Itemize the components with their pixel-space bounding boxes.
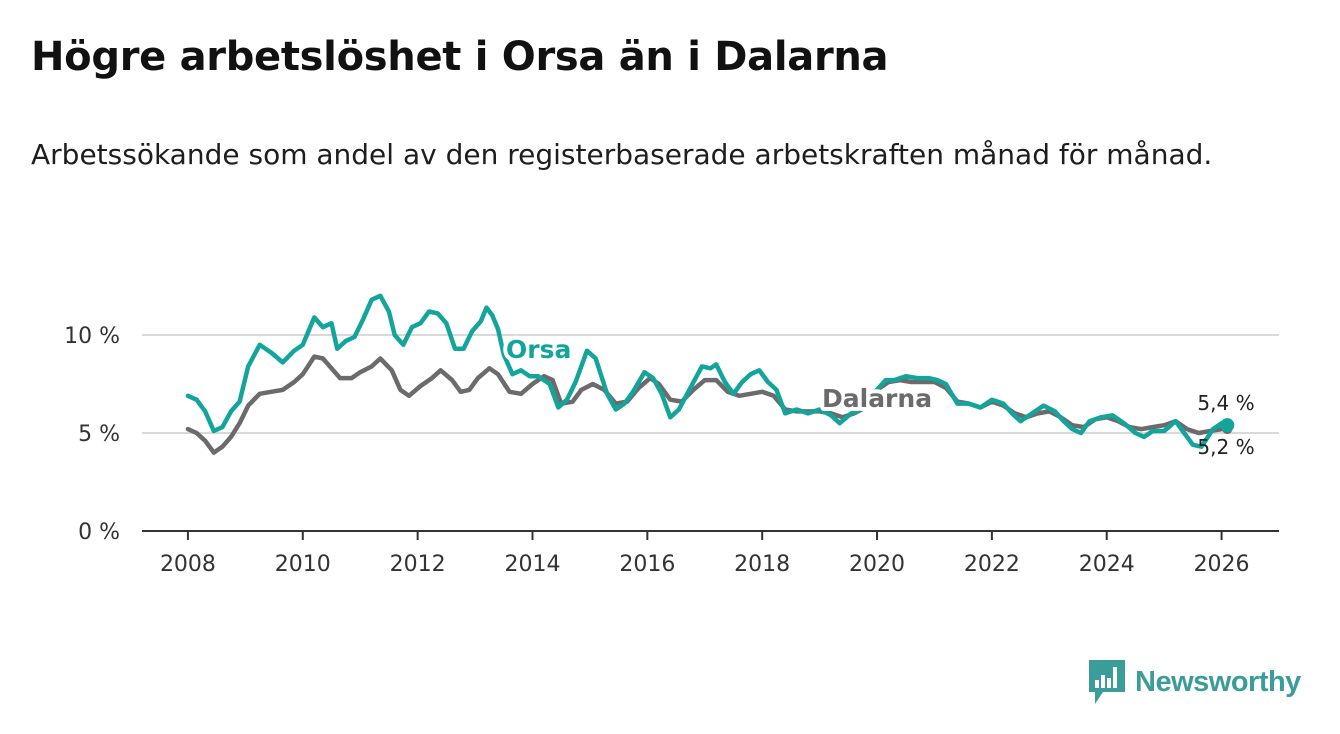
series-label-halo: Dalarna	[822, 384, 932, 413]
x-tick-label: 2022	[964, 552, 1020, 577]
y-tick-label: 0 %	[78, 520, 120, 545]
end-label-dalarna: 5,2 %	[1197, 435, 1254, 459]
x-tick-label: 2020	[849, 552, 905, 577]
series-label-orsa: Orsa	[506, 335, 571, 364]
x-tick-label: 2018	[734, 552, 790, 577]
x-tick-label: 2016	[619, 552, 675, 577]
series-label-dalarna: Dalarna	[822, 384, 932, 413]
x-axis	[142, 530, 1279, 540]
end-label-orsa: 5,4 %	[1197, 391, 1254, 415]
y-tick-label: 10 %	[64, 324, 120, 349]
chart-subtitle: Arbetssökande som andel av den registerb…	[31, 138, 1213, 171]
series-line-orsa	[185, 293, 1230, 449]
chart-title: Högre arbetslöshet i Orsa än i Dalarna	[31, 34, 889, 80]
chart-labels: 0 % 5 % 10 % 2008 2010 2012 2014 2016 2018 2020 20…	[64, 324, 1254, 577]
end-point-orsa	[1220, 418, 1235, 433]
newsworthy-logo[interactable]: Newsworthy	[1089, 660, 1301, 704]
series-label-halo: Orsa	[506, 335, 571, 364]
x-tick-label: 2012	[390, 552, 446, 577]
grid-lines	[142, 334, 1279, 434]
x-tick-label: 2024	[1079, 552, 1135, 577]
series-lines	[185, 293, 1235, 455]
x-tick-label: 2010	[275, 552, 331, 577]
brand-name: Newsworthy	[1135, 665, 1301, 698]
series-line-dalarna	[185, 354, 1230, 455]
y-tick-label: 5 %	[78, 422, 120, 447]
bar-chart-icon	[1089, 660, 1125, 704]
x-tick-label: 2026	[1194, 552, 1250, 577]
x-tick-label: 2014	[504, 552, 560, 577]
x-tick-label: 2008	[160, 552, 216, 577]
